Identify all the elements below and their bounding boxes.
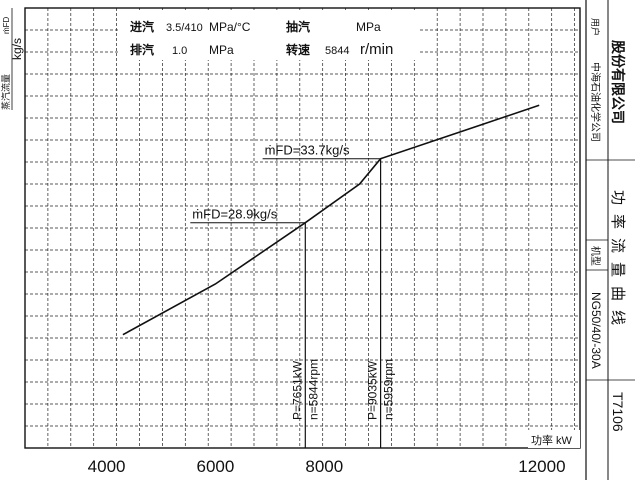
plot-frame [24, 7, 581, 449]
company-name: 股份有限公司 [610, 40, 626, 124]
annotations: ṁFD=28.9kg/s P=7651kW n=5844rpm ṁFD=33.7… [190, 143, 396, 448]
exhaust-unit: MPa [209, 43, 234, 57]
speed-value: 5844 [325, 45, 349, 57]
annotation-1-power-label: P=7651kW [290, 360, 304, 420]
exhaust-value: 1.0 [172, 45, 187, 57]
exhaust-label: 排汽 [130, 42, 154, 57]
drawing-title: 功率流量曲线 [609, 190, 626, 334]
extraction-label: 抽汽 [286, 19, 310, 34]
annotation-2-flow-label: ṁFD=33.7kg/s [265, 143, 350, 158]
y-axis-label-block: ṁFD 蒸汽流量 kg/s [0, 8, 24, 110]
annotation-1: ṁFD=28.9kg/s P=7651kW n=5844rpm [190, 207, 320, 448]
y-axis-corner-symbol: ṁFD [2, 16, 11, 34]
user-value: 中海石油化学公司 [589, 62, 602, 142]
inlet-unit: MPa/°C [209, 20, 251, 34]
annotation-1-flow-label: ṁFD=28.9kg/s [192, 207, 277, 222]
model-label: 机型 [589, 246, 602, 266]
user-label: 用户 [590, 18, 601, 36]
annotation-1-speed-label: n=5844rpm [306, 359, 320, 420]
series-line-power-flow [122, 104, 540, 336]
speed-label: 转速 [286, 42, 310, 57]
annotation-2-speed-label: n=5959rpm [382, 359, 396, 420]
y-axis-unit: kg/s [10, 38, 24, 60]
header-info-block: 进汽 3.5/410 MPa/°C 抽汽 MPa 排汽 1.0 MPa 转速 5… [118, 10, 418, 60]
x-axis-label: 功率 kW [531, 433, 573, 447]
speed-unit: r/min [360, 41, 393, 58]
x-tick-label-12000: 12000 [518, 457, 565, 476]
x-axis-label-box: 功率 kW [528, 430, 580, 448]
x-tick-label-4000: 4000 [88, 457, 126, 476]
x-tick-label-8000: 8000 [305, 457, 343, 476]
extraction-unit: MPa [356, 20, 381, 34]
annotation-2-power-label: P=9035kW [366, 360, 380, 420]
annotation-2: ṁFD=33.7kg/s P=9035kW n=5959rpm [262, 143, 396, 448]
y-axis-label: 蒸汽流量 [0, 74, 11, 110]
inlet-label: 进汽 [130, 19, 154, 34]
inlet-value: 3.5/410 [166, 22, 203, 34]
x-tick-label-6000: 6000 [196, 457, 234, 476]
x-tick-labels: 4000 6000 8000 12000 [88, 457, 566, 476]
model-value: NG50/40/-30A [589, 292, 603, 369]
drawing-number: T7106 [610, 392, 626, 432]
title-strip: 用户 中海石油化学公司 机型 NG50/40/-30A 股份有限公司 功率流量曲… [585, 0, 635, 480]
